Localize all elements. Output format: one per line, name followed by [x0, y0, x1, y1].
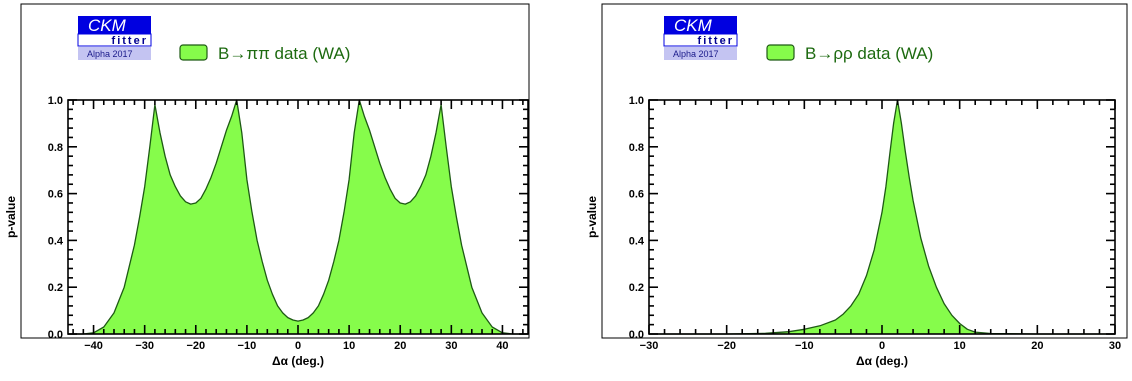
chart-1-curve-line [68, 99, 528, 335]
chart-1-y-tick-label: 0.8 [48, 142, 63, 154]
chart-2-logo-top-band [664, 16, 737, 34]
chart-1-y-tick-label: 0.0 [48, 329, 63, 341]
chart-2-x-tick-label: −10 [795, 340, 814, 352]
chart-2-y-tick-label: 0.6 [629, 189, 644, 201]
chart-2-curve-line [649, 99, 1115, 335]
chart-2-x-tick-label: 0 [879, 340, 885, 352]
chart-2-logo-mid-band [663, 33, 738, 47]
chart-1-legend-label: B→ππ data (WA) [218, 44, 350, 63]
chart-2-legend-label: B→ρρ data (WA) [805, 44, 933, 63]
chart-1-logo-fitter-text: fitter [112, 35, 148, 47]
chart-1-x-tick-label: −40 [84, 340, 103, 352]
chart-1-x-tick-label: −20 [186, 340, 205, 352]
chart-1-group: −40 −30 −20 −10 0 10 20 30 40 0.0 0.2 0.4 0.6 0.8 1.0 Δ… [4, 3, 530, 368]
chart-2-x-tick-label: 30 [1109, 340, 1121, 352]
chart-2-logo-year-text: Alpha 2017 [673, 49, 719, 59]
chart-1-x-tick-label: 10 [343, 340, 355, 352]
chart-2-logo-bottom-band [664, 47, 737, 60]
chart-1-x-tick-label: 20 [394, 340, 406, 352]
chart-1-logo-top-band [78, 16, 151, 34]
chart-2-x-tick-label: −20 [717, 340, 736, 352]
chart-1-x-tick-label: 0 [295, 340, 301, 352]
chart-2-y-tick-label: 0.4 [629, 235, 645, 247]
chart-1-y-tick-label: 0.2 [48, 282, 63, 294]
chart-2-x-tick-label: 20 [1031, 340, 1043, 352]
chart-1-logo-bottom-band [78, 47, 151, 60]
chart-2-logo-ckm-text: CKM [674, 16, 713, 35]
chart-2-logo-fitter-text: fitter [698, 35, 734, 47]
chart-2-y-tick-label: 0.2 [629, 282, 644, 294]
chart-1-x-tick-label: 40 [496, 340, 508, 352]
chart-2-x-axis-title: Δα (deg.) [856, 354, 908, 368]
chart-1-x-axis-title: Δα (deg.) [272, 354, 324, 368]
chart-1-x-tick-label: −30 [135, 340, 154, 352]
chart-1-logo-year-text: Alpha 2017 [87, 49, 133, 59]
chart-1-y-tick-label: 0.6 [48, 189, 63, 201]
chart-2-area-fill [649, 100, 1115, 334]
chart-2-y-axis-title: p-value [585, 196, 599, 238]
chart-1-legend-swatch [179, 44, 208, 61]
chart-1-area-fill [68, 100, 528, 334]
chart-2-legend-swatch [766, 44, 795, 61]
chart-2-x-tick-label: 10 [954, 340, 966, 352]
chart-1-logo-ckm-text: CKM [88, 16, 127, 35]
chart-2-y-tick-label: 0.8 [629, 142, 644, 154]
chart-2-y-tick-label: 0.0 [629, 329, 644, 341]
chart-2-y-tick-label: 1.0 [629, 95, 644, 107]
chart-1-x-tick-label: −10 [238, 340, 257, 352]
chart-1-outer-frame [20, 3, 530, 339]
chart-2-group: −30 −20 −10 0 10 20 30 0.0 0.2 0.4 0.6 0.8 1.0 Δα (de… [585, 3, 1128, 368]
chart-1-logo-mid-band [77, 33, 152, 47]
chart-2-x-tick-label: −30 [640, 340, 659, 352]
chart-1-y-tick-label: 0.4 [48, 235, 64, 247]
chart-1-x-tick-label: 30 [445, 340, 457, 352]
chart-1-y-axis-title: p-value [4, 196, 18, 238]
chart-2-outer-frame [601, 3, 1128, 339]
chart-1-y-tick-label: 1.0 [48, 95, 63, 107]
